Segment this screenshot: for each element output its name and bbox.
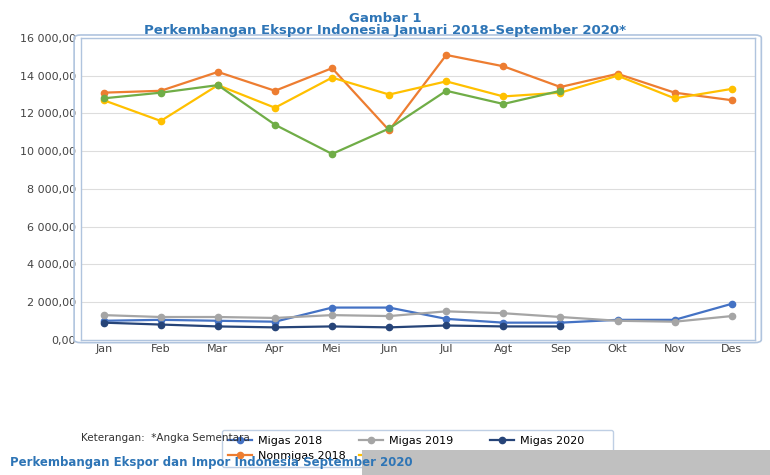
- Nonmigas 2018: [556, 84, 565, 90]
- Migas 2020: [99, 320, 109, 325]
- Nonmigas 2020: [442, 88, 451, 94]
- Nonmigas 2018: [270, 88, 280, 94]
- Line: Nonmigas 2019: Nonmigas 2019: [101, 73, 735, 124]
- Migas 2020: [556, 323, 565, 329]
- Nonmigas 2019: [613, 73, 622, 78]
- Nonmigas 2019: [384, 92, 393, 97]
- Migas 2019: [499, 310, 508, 316]
- Nonmigas 2020: [556, 88, 565, 94]
- Nonmigas 2019: [670, 95, 679, 101]
- Nonmigas 2020: [384, 126, 393, 132]
- Migas 2018: [99, 318, 109, 323]
- Nonmigas 2018: [670, 90, 679, 95]
- Nonmigas 2018: [384, 127, 393, 133]
- Migas 2018: [442, 316, 451, 322]
- Migas 2018: [270, 319, 280, 324]
- Migas 2020: [499, 323, 508, 329]
- Nonmigas 2018: [442, 52, 451, 58]
- Migas 2019: [670, 319, 679, 324]
- Migas 2018: [499, 320, 508, 325]
- Nonmigas 2018: [327, 66, 336, 71]
- Nonmigas 2019: [270, 105, 280, 111]
- Nonmigas 2018: [499, 64, 508, 69]
- Migas 2019: [442, 308, 451, 314]
- Migas 2019: [270, 315, 280, 321]
- Nonmigas 2019: [442, 78, 451, 84]
- Nonmigas 2018: [727, 97, 736, 103]
- Migas 2019: [156, 314, 166, 320]
- Nonmigas 2020: [99, 95, 109, 101]
- Migas 2019: [99, 312, 109, 318]
- Migas 2018: [670, 317, 679, 323]
- Migas 2019: [556, 314, 565, 320]
- Line: Migas 2018: Migas 2018: [101, 301, 735, 326]
- Text: Perkembangan Ekspor dan Impor Indonesia September 2020: Perkembangan Ekspor dan Impor Indonesia …: [10, 456, 413, 469]
- Nonmigas 2019: [499, 94, 508, 99]
- Text: Perkembangan Ekspor Indonesia Januari 2018–September 2020*: Perkembangan Ekspor Indonesia Januari 20…: [144, 24, 626, 37]
- Migas 2018: [213, 318, 223, 323]
- Nonmigas 2020: [213, 82, 223, 88]
- Nonmigas 2020: [156, 90, 166, 95]
- Nonmigas 2018: [156, 88, 166, 94]
- Migas 2019: [327, 312, 336, 318]
- Bar: [362, 450, 770, 475]
- Nonmigas 2020: [270, 122, 280, 128]
- Nonmigas 2018: [613, 71, 622, 76]
- Line: Migas 2020: Migas 2020: [101, 320, 564, 331]
- Migas 2019: [213, 314, 223, 320]
- Nonmigas 2019: [556, 90, 565, 95]
- Text: Keterangan:  *Angka Sementara: Keterangan: *Angka Sementara: [81, 433, 249, 443]
- Line: Nonmigas 2018: Nonmigas 2018: [101, 52, 735, 133]
- Migas 2018: [727, 301, 736, 307]
- Migas 2019: [384, 313, 393, 319]
- Migas 2018: [556, 320, 565, 325]
- Nonmigas 2019: [99, 97, 109, 103]
- Text: Gambar 1: Gambar 1: [349, 12, 421, 25]
- Migas 2018: [613, 317, 622, 323]
- Nonmigas 2019: [156, 118, 166, 124]
- Nonmigas 2019: [727, 86, 736, 92]
- Nonmigas 2018: [213, 69, 223, 75]
- Migas 2020: [327, 323, 336, 329]
- Nonmigas 2020: [499, 101, 508, 107]
- Migas 2019: [613, 318, 622, 323]
- Nonmigas 2019: [213, 82, 223, 88]
- Migas 2018: [327, 305, 336, 311]
- Legend: Migas 2018, Nonmigas 2018, Migas 2019, Nonmigas 2019, Migas 2020, Nonmigas 2020: Migas 2018, Nonmigas 2018, Migas 2019, N…: [223, 430, 613, 467]
- Nonmigas 2018: [99, 90, 109, 95]
- Nonmigas 2019: [327, 75, 336, 80]
- Line: Migas 2019: Migas 2019: [101, 308, 735, 325]
- Migas 2018: [384, 305, 393, 311]
- Migas 2020: [270, 324, 280, 330]
- Nonmigas 2020: [327, 151, 336, 157]
- Migas 2020: [213, 323, 223, 329]
- Migas 2019: [727, 313, 736, 319]
- Migas 2020: [156, 322, 166, 327]
- Line: Nonmigas 2020: Nonmigas 2020: [101, 82, 564, 157]
- Migas 2020: [442, 323, 451, 328]
- Migas 2020: [384, 324, 393, 330]
- Migas 2018: [156, 317, 166, 323]
